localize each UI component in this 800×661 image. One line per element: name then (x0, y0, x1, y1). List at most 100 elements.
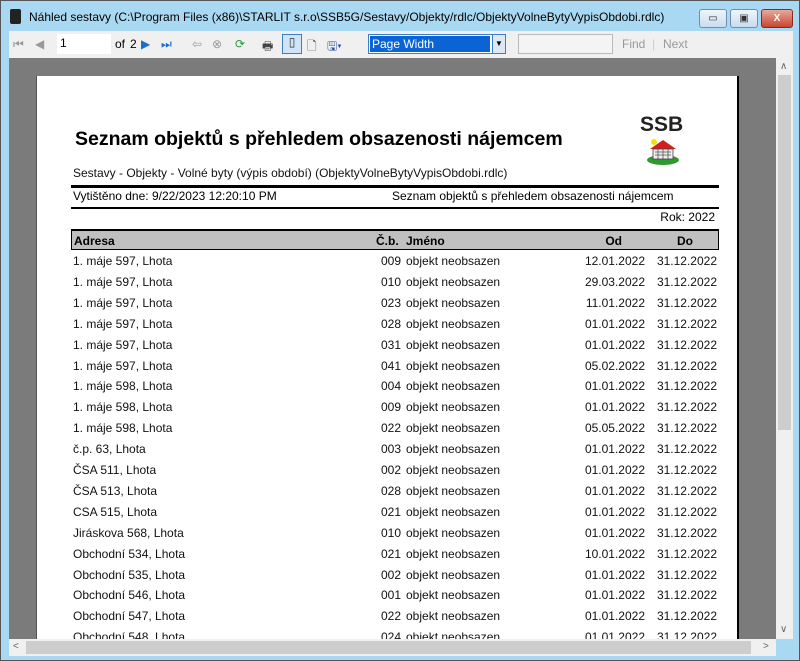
cell-name: objekt neobsazen (406, 546, 501, 561)
export-icon[interactable]: 🖫▾ (327, 39, 342, 53)
ssb-logo: SSB (640, 113, 688, 173)
chevron-down-icon[interactable]: ▼ (492, 35, 505, 53)
cell-address: ČSA 513, Lhota (73, 483, 158, 498)
last-page-icon[interactable]: ⏭ (161, 37, 172, 51)
find-input[interactable] (518, 34, 613, 54)
next-button[interactable]: Next (663, 37, 688, 51)
cell-date-to: 31.12.2022 (656, 337, 717, 352)
refresh-icon[interactable]: ⟳ (235, 37, 246, 51)
cell-unit-number: 010 (381, 525, 402, 540)
cell-address: CSA 515, Lhota (73, 504, 158, 519)
year-label: Rok: 2022 (660, 210, 715, 224)
report-subtitle: Sestavy - Objekty - Volné byty (výpis ob… (73, 166, 508, 180)
table-row: 1. máje 597, Lhota 010 objekt neobsazen 29.… (71, 272, 719, 292)
cell-unit-number: 021 (381, 546, 402, 561)
total-pages: 2 (130, 37, 137, 51)
table-row: 1. máje 598, Lhota 022 objekt neobsazen 05.… (71, 418, 719, 438)
cell-date-to: 31.12.2022 (656, 504, 717, 519)
cell-date-to: 31.12.2022 (656, 254, 717, 268)
window-title: Náhled sestavy (C:\Program Files (x86)\S… (29, 10, 665, 24)
cell-date-to: 31.12.2022 (656, 400, 717, 415)
table-row: 1. máje 597, Lhota 031 objekt neobsazen 01.… (71, 335, 719, 355)
next-page-icon[interactable]: ▶ (141, 37, 151, 51)
table-row: Obchodní 547, Lhota 022 objekt neobsazen 01… (71, 606, 719, 626)
scroll-up-icon[interactable]: ∧ (780, 61, 788, 72)
cell-address: č.p. 63, Lhota (73, 442, 146, 457)
scroll-right-icon[interactable]: > (763, 641, 769, 652)
cell-unit-number: 001 (381, 588, 402, 603)
cell-unit-number: 022 (381, 421, 402, 436)
cell-date-to: 31.12.2022 (656, 379, 717, 394)
cell-address: Jiráskova 568, Lhota (73, 525, 184, 540)
cell-date-to: 31.12.2022 (656, 525, 717, 540)
column-adresa: Adresa (74, 234, 115, 248)
vertical-scroll-thumb[interactable] (778, 75, 791, 430)
page-number-input[interactable]: 1 (57, 34, 111, 54)
logo-text: SSB (640, 113, 684, 136)
cell-name: objekt neobsazen (406, 421, 501, 436)
stop-icon[interactable]: ⊗ (212, 37, 223, 51)
page-setup-icon[interactable]: 🗋 (307, 39, 317, 53)
cell-date-from: 05.02.2022 (584, 358, 645, 373)
table-header: Adresa Č.b. Jméno Od Do (71, 229, 719, 250)
scroll-left-icon[interactable]: < (13, 641, 19, 652)
previous-page-icon[interactable]: ◀ (35, 37, 45, 51)
cell-name: objekt neobsazen (406, 567, 501, 582)
print-layout-icon[interactable]: ▯ (282, 34, 302, 54)
first-page-icon[interactable]: ⏮ (13, 37, 24, 51)
cell-date-from: 01.01.2022 (584, 483, 645, 498)
zoom-select[interactable]: Page Width ▼ (368, 34, 506, 54)
cell-name: objekt neobsazen (406, 400, 501, 415)
maximize-button[interactable]: ▣ (730, 9, 758, 28)
of-label: of (115, 37, 126, 51)
close-button[interactable]: X (761, 9, 793, 28)
print-icon[interactable]: 🖶 (262, 39, 274, 53)
report-page: Seznam objektů s přehledem obsazenosti n… (36, 76, 739, 639)
table-row: Obchodní 535, Lhota 002 objekt neobsazen 01… (71, 565, 719, 585)
column-jmeno: Jméno (406, 234, 445, 248)
cell-name: objekt neobsazen (406, 358, 501, 373)
find-button[interactable]: Find (622, 37, 646, 51)
cell-date-to: 31.12.2022 (656, 588, 717, 603)
vertical-scrollbar[interactable]: ∧ ∨ (776, 58, 793, 639)
horizontal-scrollbar[interactable]: < > (9, 639, 776, 656)
cell-date-to: 31.12.2022 (656, 295, 717, 310)
cell-name: objekt neobsazen (406, 463, 501, 477)
cell-date-to: 31.12.2022 (656, 463, 717, 477)
report-toolbar: ⏮ ◀ 1 of 2 ▶ ⏭ ⇦ ⊗ ⟳ 🖶 ▯ 🗋 🖫▾ Page Width… (9, 31, 793, 58)
printed-report-title: Seznam objektů s přehledem obsazenosti n… (392, 189, 674, 203)
house-icon (647, 139, 679, 165)
cell-name: objekt neobsazen (406, 274, 501, 289)
cell-unit-number: 003 (381, 442, 402, 457)
table-row: ČSA 513, Lhota 028 objekt neobsazen 01.01.2… (71, 481, 719, 501)
table-row: 1. máje 598, Lhota 004 objekt neobsazen 01.… (71, 376, 719, 396)
table-row: 1. máje 597, Lhota 028 objekt neobsazen 01.… (71, 314, 719, 334)
scroll-down-icon[interactable]: ∨ (780, 624, 788, 635)
cell-date-to: 31.12.2022 (656, 421, 717, 436)
back-icon[interactable]: ⇦ (192, 37, 203, 51)
cell-name: objekt neobsazen (406, 525, 501, 540)
cell-date-from: 11.01.2022 (585, 295, 645, 310)
app-icon (10, 9, 21, 24)
cell-address: 1. máje 597, Lhota (73, 274, 173, 289)
cell-unit-number: 028 (381, 316, 402, 331)
title-bar: Náhled sestavy (C:\Program Files (x86)\S… (1, 1, 800, 31)
cell-date-from: 01.01.2022 (584, 504, 645, 519)
table-row: Jiráskova 568, Lhota 010 objekt neobsazen 0… (71, 523, 719, 543)
cell-name: objekt neobsazen (406, 483, 501, 498)
cell-name: objekt neobsazen (406, 254, 501, 268)
cell-unit-number: 031 (381, 337, 402, 352)
cell-address: Obchodní 534, Lhota (73, 546, 186, 561)
cell-date-from: 01.01.2022 (584, 316, 645, 331)
minimize-button[interactable]: ▭ (699, 9, 727, 28)
cell-address: ČSA 511, Lhota (73, 463, 157, 477)
cell-address: 1. máje 598, Lhota (73, 379, 173, 394)
cell-date-from: 29.03.2022 (584, 274, 645, 289)
zoom-value: Page Width (369, 35, 491, 53)
cell-date-from: 12.01.2022 (584, 254, 645, 268)
cell-date-from: 01.01.2022 (584, 630, 645, 639)
column-cb: Č.b. (376, 234, 399, 248)
cell-unit-number: 028 (381, 483, 402, 498)
horizontal-scroll-thumb[interactable] (26, 641, 751, 654)
